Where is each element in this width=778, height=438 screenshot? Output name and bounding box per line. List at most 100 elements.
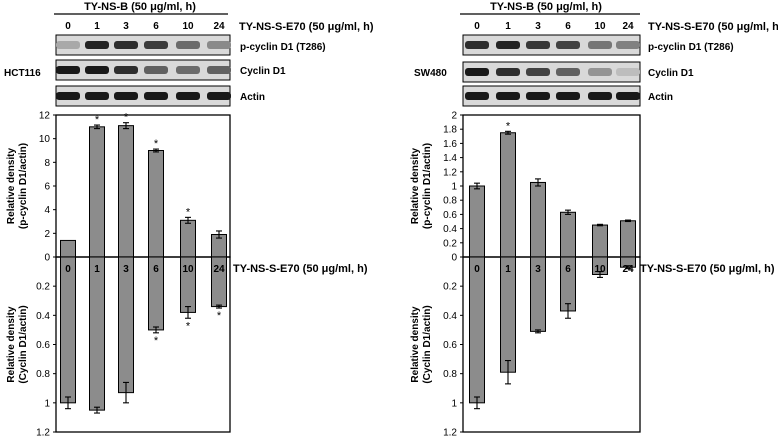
blot-strip	[462, 34, 641, 56]
bar	[592, 224, 608, 258]
y-tick-label: 0.4	[443, 311, 457, 322]
blot-lane-label: 6	[565, 21, 571, 32]
blot-strip	[55, 34, 231, 56]
left-blot-label-actin: Actin	[240, 92, 265, 103]
y-tick-label: 4	[44, 205, 50, 216]
bar	[148, 150, 164, 258]
bar	[118, 256, 134, 394]
blot-band	[588, 68, 612, 76]
bar	[469, 185, 485, 258]
y-tick-label: 1.6	[443, 139, 457, 150]
blot-band	[496, 41, 520, 49]
y-tick-label: 6	[44, 182, 50, 193]
right-chart-xlabel: TY-NS-S-E70 (50 μg/ml, h)	[640, 263, 775, 275]
blot-band	[114, 41, 138, 49]
y-tick-label: 0.6	[443, 340, 457, 351]
y-tick-label: 1	[451, 398, 457, 409]
blot-band	[144, 92, 168, 100]
plot-frame	[462, 256, 641, 433]
x-tick-label: 6	[565, 264, 571, 275]
y-axis-label-line: Relative density	[410, 147, 421, 224]
right-panel: TY-NS-B (50 μg/ml, h) TY-NS-S-E70 (50 μg…	[410, 1, 778, 438]
y-tick-label: 0.4	[36, 311, 50, 322]
blot-band	[588, 92, 612, 100]
significance-star: *	[506, 120, 511, 132]
y-tick-label: 10	[39, 134, 51, 145]
y-tick-label: 0.8	[36, 369, 50, 380]
bar	[60, 239, 76, 258]
blot-band	[207, 92, 231, 100]
right-blots	[462, 34, 641, 107]
y-axis-label: Relative density(Cyclin D1/actin)	[410, 305, 433, 383]
blot-band	[114, 92, 138, 100]
y-tick-label: 8	[44, 158, 50, 169]
blot-band	[556, 41, 580, 49]
blot-band	[176, 92, 200, 100]
y-tick-label: 1.4	[443, 153, 457, 164]
y-tick-label: 0	[451, 253, 457, 264]
left-header: TY-NS-B (50 μg/ml, h)	[84, 1, 196, 13]
y-axis-label-line: (Cyclin D1/actin)	[422, 305, 433, 383]
x-tick-label: 6	[153, 264, 159, 275]
x-tick-label: 0	[65, 264, 71, 275]
significance-star: *	[217, 310, 222, 322]
significance-star: *	[154, 138, 159, 150]
blot-lane-label: 10	[182, 21, 194, 32]
y-tick-label: 2	[44, 229, 50, 240]
bar	[530, 181, 546, 258]
left-blot-label-cyclin: Cyclin D1	[240, 66, 286, 77]
blot-lane-label: 3	[123, 21, 129, 32]
blot-strip	[55, 59, 231, 81]
y-axis-label: Relative density(p-cyclin D1/actin)	[6, 143, 29, 229]
blot-strip	[462, 85, 641, 107]
y-tick-label: 1	[44, 398, 50, 409]
bar	[469, 256, 485, 404]
blot-band	[616, 68, 640, 76]
y-axis-label: Relative density(Cyclin D1/actin)	[6, 305, 29, 383]
blot-band	[176, 41, 200, 49]
blot-strip	[462, 61, 641, 83]
bar	[560, 211, 576, 258]
bar	[620, 220, 636, 258]
plot-frame	[55, 114, 231, 258]
blot-band	[176, 66, 200, 74]
plot-frame	[55, 256, 231, 433]
bar	[180, 219, 196, 258]
blot-band	[496, 68, 520, 76]
blot-lane-label: 0	[474, 21, 480, 32]
blot-band	[616, 41, 640, 49]
blot-lane-label: 6	[153, 21, 159, 32]
x-tick-label: 10	[594, 264, 606, 275]
y-axis-label: Relative density(p-cyclin D1/actin)	[410, 143, 433, 229]
y-tick-label: 0.4	[443, 224, 457, 235]
bar	[89, 126, 105, 258]
right-blot-label-pcyclin: p-cyclin D1 (T286)	[648, 42, 734, 53]
left-cell-line: HCT116	[4, 68, 41, 79]
blot-band	[85, 66, 109, 74]
y-tick-label: 1	[451, 182, 457, 193]
blot-band	[556, 92, 580, 100]
right-cell-line: SW480	[414, 68, 447, 79]
blot-band	[114, 66, 138, 74]
blot-band	[588, 41, 612, 49]
blot-band	[526, 68, 550, 76]
y-tick-label: 1.2	[36, 428, 50, 438]
y-axis-label-line: (Cyclin D1/actin)	[18, 305, 29, 383]
blot-lane-label: 1	[505, 21, 511, 32]
blot-lane-label: 1	[94, 21, 100, 32]
y-tick-label: 0.6	[36, 340, 50, 351]
bar	[89, 256, 105, 411]
blot-band	[144, 66, 168, 74]
blot-lane-label: 0	[65, 21, 71, 32]
significance-star: *	[154, 335, 159, 347]
y-tick-label: 0	[44, 253, 50, 264]
right-blot-xlabel: TY-NS-S-E70 (50 μg/ml, h)	[648, 21, 778, 33]
right-top-chart: 0 0.2 0.4 0.6 0.8 1 1.2 1.4 1.6 1.8 2 Relative dens…	[410, 111, 641, 264]
plot-frame	[462, 114, 641, 258]
y-tick-label: 0.6	[443, 210, 457, 221]
y-axis-label-line: Relative density	[6, 306, 17, 383]
significance-star: *	[124, 112, 129, 124]
right-blot-label-cyclin: Cyclin D1	[648, 68, 694, 79]
bar	[118, 125, 134, 258]
left-blot-label-pcyclin: p-cyclin D1 (T286)	[240, 42, 326, 53]
